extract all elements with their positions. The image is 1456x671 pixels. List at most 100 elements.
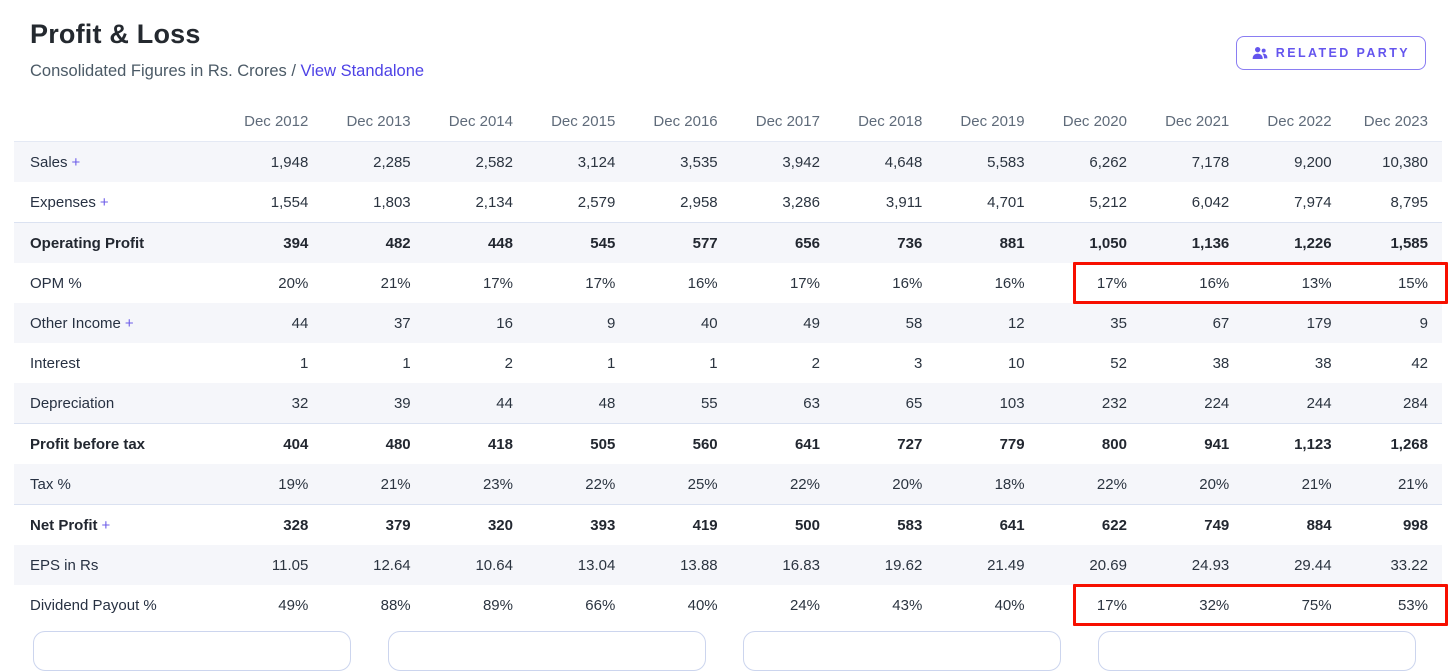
row-label-text: Sales (30, 153, 68, 171)
column-header: Dec 2021 (1134, 101, 1238, 142)
cell-value: 577 (623, 222, 726, 263)
row-label-text: Profit before tax (30, 435, 146, 453)
subtitle: Consolidated Figures in Rs. Crores / Vie… (30, 59, 1426, 83)
cell-value: 2 (811, 354, 820, 372)
table-row: OPM % 20% 21% 17% 17% 16% 17% 16% 16% 17% 16% 13% 15… (14, 263, 1442, 303)
cell-value: 17% (482, 274, 513, 292)
cell-value: 20.69 (1089, 556, 1127, 574)
profit-loss-table: Dec 2012 Dec 2013 Dec 2014 Dec 2015 Dec 2016… (0, 101, 1456, 626)
cell-value: 500 (725, 504, 828, 545)
cell-value: 17% (1096, 596, 1127, 614)
expand-plus-icon[interactable]: + (71, 153, 81, 171)
cell-value: 24% (789, 596, 820, 614)
cell-value: 11.05 (271, 556, 309, 574)
row-label: Expenses + (14, 182, 214, 223)
cell-value: 505 (520, 423, 624, 464)
cell-value: 1,226 (1237, 222, 1340, 263)
column-header: Dec 2015 (520, 101, 624, 142)
cell-value: 21% (380, 274, 411, 292)
expand-plus-icon[interactable]: + (99, 193, 109, 211)
cell-value: 18% (994, 475, 1025, 493)
cell-value: 5,583 (987, 153, 1025, 171)
cell-value: 22% (1096, 475, 1127, 493)
cell-value: 43% (892, 596, 923, 614)
cell-value: 1,136 (1134, 222, 1238, 263)
column-header-row: Dec 2012 Dec 2013 Dec 2014 Dec 2015 Dec 2016… (14, 101, 1442, 142)
row-label-text: Dividend Payout % (30, 596, 157, 614)
cell-value: 641 (725, 423, 828, 464)
cell-value: 37 (393, 314, 411, 332)
cell-value: 9 (606, 314, 616, 332)
cell-value: 1,554 (270, 193, 309, 211)
bottom-card[interactable] (743, 631, 1061, 671)
cell-value: 3,535 (680, 153, 718, 171)
table-row: Depreciation 32 39 44 48 55 63 65 103 232 224 244 28… (14, 383, 1442, 424)
cell-value: 19% (278, 475, 309, 493)
cell-value: 3,286 (782, 193, 820, 211)
cell-value: 40% (994, 596, 1025, 614)
cell-value: 20% (892, 475, 923, 493)
bottom-card[interactable] (33, 631, 351, 671)
cell-value: 800 (1032, 423, 1135, 464)
cell-value: 21% (1301, 475, 1332, 493)
cell-value: 29.44 (1294, 556, 1332, 574)
cell-value: 20% (1199, 475, 1230, 493)
cell-value: 12.64 (373, 556, 411, 574)
cell-value: 16 (496, 314, 513, 332)
expand-plus-icon[interactable]: + (124, 314, 134, 332)
cell-value: 727 (827, 423, 931, 464)
cell-value: 641 (930, 504, 1033, 545)
cell-value: 379 (316, 504, 419, 545)
cell-value: 941 (1134, 423, 1238, 464)
cell-value: 2 (504, 354, 513, 372)
cell-value: 103 (999, 394, 1025, 412)
cell-value: 24.93 (1191, 556, 1230, 574)
cell-value: 3,942 (782, 153, 820, 171)
cell-value: 3 (913, 354, 923, 372)
cell-value: 17% (585, 274, 616, 292)
users-icon (1252, 46, 1268, 60)
cell-value: 418 (418, 423, 521, 464)
cell-value: 13.88 (680, 556, 718, 574)
cell-value: 232 (1101, 394, 1127, 412)
cell-value: 1 (402, 354, 411, 372)
view-standalone-link[interactable]: View Standalone (300, 62, 425, 80)
row-label: Depreciation (14, 383, 214, 424)
cell-value: 9 (1419, 314, 1428, 332)
row-label: OPM % (14, 263, 214, 303)
table-row: Sales +1,948 2,285 2,582 3,124 3,535 3,942 4,64… (14, 141, 1442, 183)
table-row: Other Income +44 37 16 9 40 49 58 12 35 67 179 9 (14, 303, 1442, 343)
cell-value: 88% (380, 596, 411, 614)
cell-value: 25% (687, 475, 718, 493)
cell-value: 1,585 (1339, 222, 1442, 263)
cell-value: 9,200 (1294, 153, 1332, 171)
table-row: Expenses +1,554 1,803 2,134 2,579 2,958 3,286 3… (14, 182, 1442, 223)
table-row: Dividend Payout % 49% 88% 89% 66% 40% 24% 43% 40… (14, 585, 1442, 625)
cell-value: 21.49 (987, 556, 1025, 574)
row-label: Profit before tax (14, 423, 214, 464)
cell-value: 40 (700, 314, 718, 332)
table-row: EPS in Rs 11.05 12.64 10.64 13.04 13.88 16.83 1… (14, 545, 1442, 585)
bottom-card[interactable] (1098, 631, 1416, 671)
cell-value: 881 (930, 222, 1033, 263)
cell-value: 22% (585, 475, 616, 493)
column-header: Dec 2017 (725, 101, 828, 142)
row-label: Sales + (14, 142, 214, 183)
cell-value: 1 (606, 354, 616, 372)
cell-value: 328 (214, 504, 317, 545)
cell-value: 13% (1301, 274, 1332, 292)
cell-value: 32 (291, 394, 309, 412)
expand-plus-icon[interactable]: + (101, 516, 111, 534)
row-label-text: Tax % (30, 475, 71, 493)
cell-value: 583 (827, 504, 931, 545)
cell-value: 42 (1411, 354, 1428, 372)
cell-value: 1,948 (270, 153, 309, 171)
cell-value: 224 (1204, 394, 1230, 412)
cell-value: 5,212 (1089, 193, 1127, 211)
bottom-card[interactable] (388, 631, 706, 671)
cell-value: 35 (1110, 314, 1127, 332)
related-party-button[interactable]: RELATED PARTY (1235, 36, 1426, 70)
cell-value: 20% (278, 274, 309, 292)
cell-value: 17% (789, 274, 820, 292)
row-label-text: Expenses (30, 193, 96, 211)
